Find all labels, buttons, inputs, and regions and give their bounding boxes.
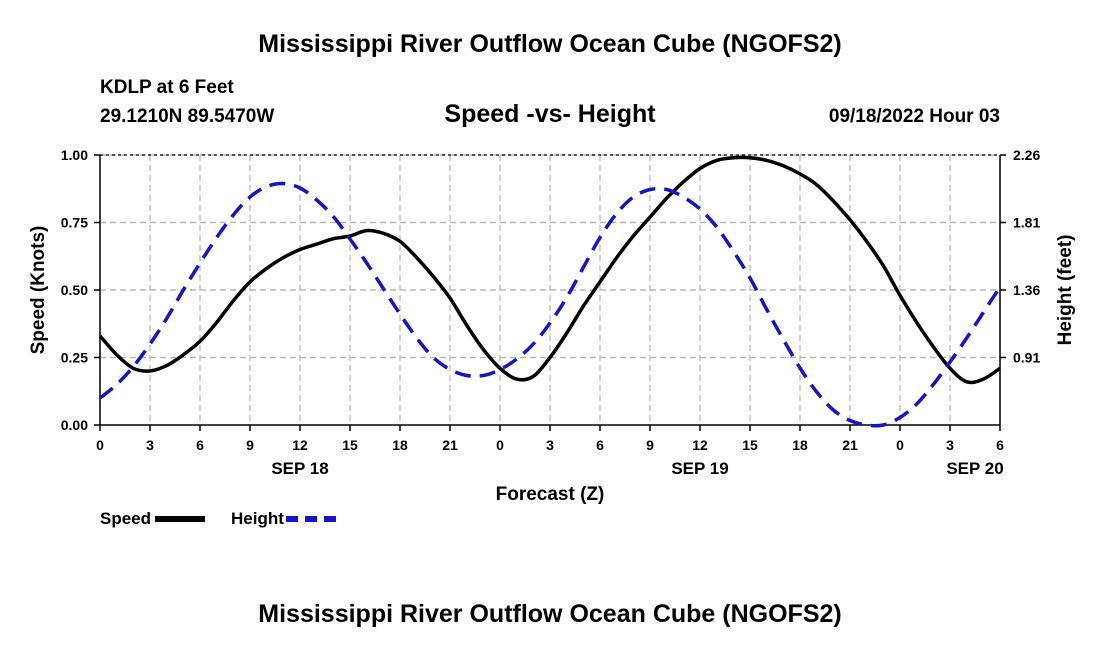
y-tick-label: 0.25 [61,350,88,366]
main-title: Mississippi River Outflow Ocean Cube (NG… [258,30,842,58]
height-series-line [98,181,1002,428]
y-tick-label: 0.00 [61,417,88,433]
legend-speed: Speed [100,509,206,529]
datetime-label: 09/18/2022 Hour 03 [828,106,1000,127]
x-tick-label: 6 [996,437,1004,453]
legend-speed-label: Speed [100,509,152,528]
y2-tick-label: 0.91 [1013,350,1040,366]
x-tick-label: 3 [946,437,954,453]
legend-height-label: Height [231,509,284,528]
x-tick-label: 15 [342,437,358,453]
y-tick-label: 0.75 [61,215,88,231]
x-tick-label: 21 [842,437,858,453]
x-tick-label: 12 [692,437,708,453]
x-tick-label: 18 [392,437,408,453]
legend-height-swatch [285,516,336,522]
x-axis-label: Forecast (Z) [496,484,605,505]
date-label: SEP 20 [946,459,1003,478]
speed-series-line [98,155,1001,385]
x-tick-label: 9 [646,437,654,453]
x-tick-label: 21 [442,437,458,453]
x-tick-label: 0 [96,437,104,453]
x-tick-label: 6 [596,437,604,453]
x-tick-label: 12 [292,437,308,453]
x-tick-label: 3 [546,437,554,453]
x-tick-label: 3 [146,437,154,453]
x-tick-label: 15 [742,437,758,453]
x-tick-label: 6 [196,437,204,453]
x-tick-label: 9 [246,437,254,453]
y-axis-label: Speed (Knots) [28,226,49,355]
date-label: SEP 18 [271,459,328,478]
y2-tick-label: 1.81 [1013,215,1040,231]
chart-subtitle: Speed -vs- Height [444,100,656,128]
y2-axis-label: Height (feet) [1055,235,1076,346]
y-tick-label: 0.50 [61,282,88,298]
footer-title: Mississippi River Outflow Ocean Cube (NG… [258,600,842,628]
x-tick-label: 0 [496,437,504,453]
y2-tick-label: 2.26 [1013,147,1040,163]
legend-speed-swatch [155,516,206,522]
coordinates-label: 29.1210N 89.5470W [100,106,275,127]
legend-height: Height [231,509,336,529]
x-tick-label: 18 [792,437,808,453]
x-tick-label: 0 [896,437,904,453]
y-tick-label: 1.00 [61,147,88,163]
date-label: SEP 19 [671,459,728,478]
y2-tick-label: 1.36 [1013,282,1040,298]
station-label: KDLP at 6 Feet [100,77,234,98]
